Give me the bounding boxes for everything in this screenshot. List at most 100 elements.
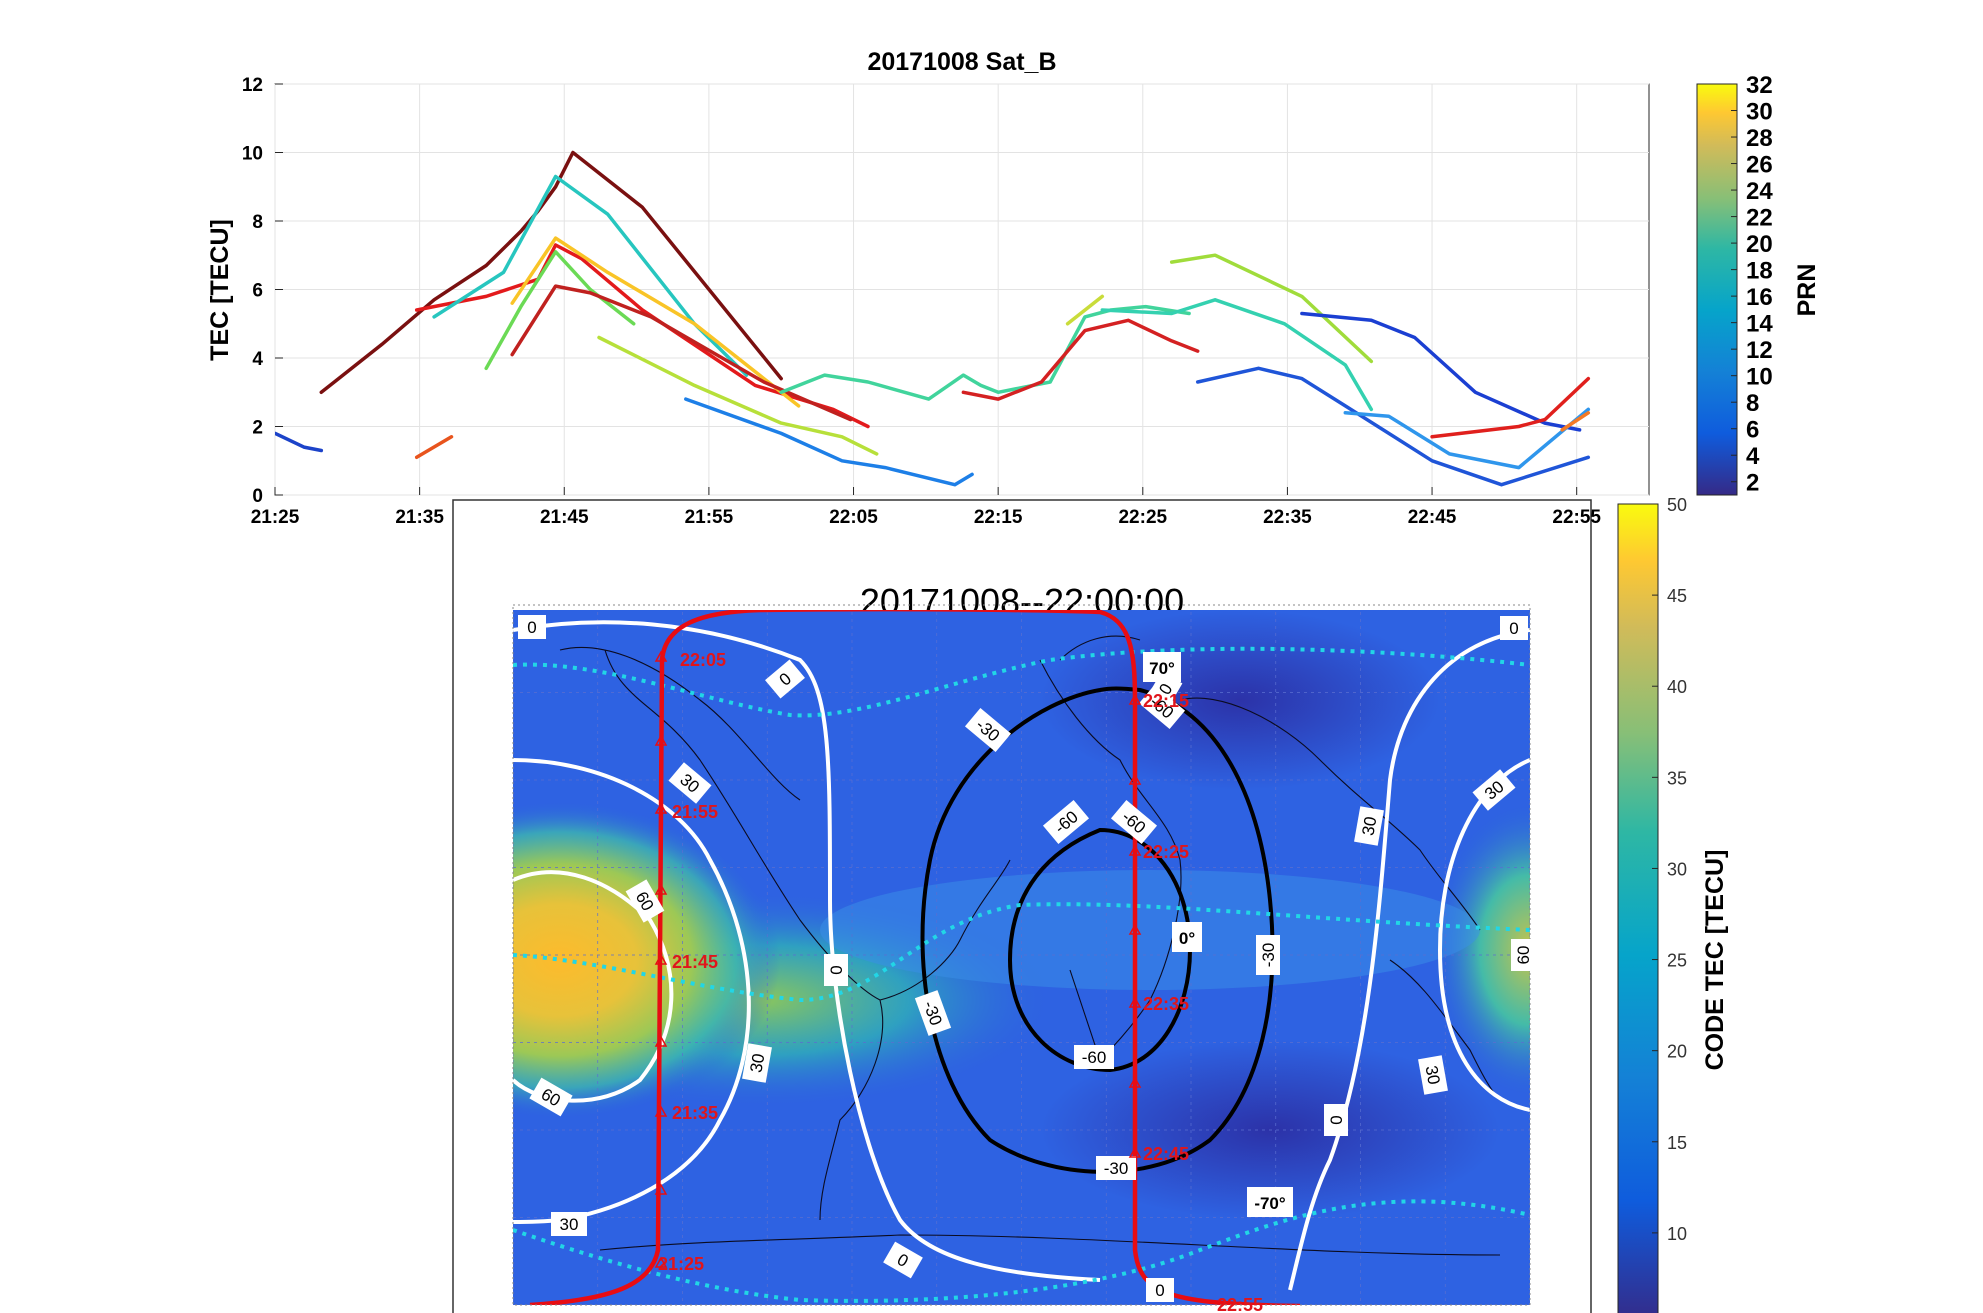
- tec-colorbar-label: CODE TEC [TECU]: [1701, 850, 1729, 1071]
- map-area: [513, 610, 1530, 1305]
- time-mark: 22:45: [1143, 1144, 1189, 1164]
- top-x-ticks: [274, 487, 1578, 495]
- top-x-tick-labels: 21:25 21:35 21:45 21:55 22:05 22:15 22:25 22:35…: [251, 507, 1602, 528]
- contour-label: 0: [827, 965, 846, 974]
- tec-tick-label: 15: [1667, 1133, 1687, 1153]
- time-mark: 22:35: [1143, 994, 1189, 1014]
- series-line-prn-10: [684, 397, 974, 487]
- prn-tick-label: 32: [1746, 72, 1773, 99]
- contour-label: -60: [1082, 1048, 1107, 1067]
- time-mark: 21:55: [672, 802, 718, 822]
- series-line-prn-28: [414, 435, 454, 460]
- time-mark: 22:05: [680, 650, 726, 670]
- prn-tick-label: 2: [1746, 470, 1759, 497]
- x-tick-label: 21:45: [540, 507, 589, 528]
- prn-colorbar-label: PRN: [1793, 264, 1821, 317]
- prn-tick-label: 4: [1746, 443, 1760, 470]
- latitude-labels: 70° 0° -70°: [1143, 652, 1293, 1217]
- prn-tick-label: 16: [1746, 284, 1773, 311]
- contour-label: 30: [746, 1052, 768, 1074]
- contour-label: 0: [1155, 1281, 1164, 1300]
- x-tick-label: 22:05: [829, 507, 878, 528]
- tec-colorbar-ticks: 50 45 40 35 30 25 20 15 10: [1652, 495, 1687, 1244]
- tec-mid-band: [820, 870, 1480, 990]
- tec-tick-label: 50: [1667, 495, 1687, 515]
- lat-label-70: 70°: [1149, 659, 1175, 678]
- y-tick-label: 0: [252, 486, 263, 507]
- series-line-prn-20: [484, 250, 636, 371]
- series-line-prn-31: [510, 284, 853, 422]
- tec-tick-label: 20: [1667, 1042, 1687, 1062]
- contour-label: 0: [1327, 1115, 1346, 1124]
- series-line-prn-12: [1343, 407, 1591, 470]
- y-tick-label: 2: [252, 418, 263, 439]
- tec-tick-label: 40: [1667, 677, 1687, 697]
- tec-tick-label: 10: [1667, 1224, 1687, 1244]
- x-tick-label: 21:55: [685, 507, 734, 528]
- time-mark: 22:55: [1217, 1295, 1263, 1313]
- series-line-prn-22: [597, 335, 879, 456]
- x-tick-label: 22:45: [1408, 507, 1457, 528]
- prn-tick-label: 22: [1746, 205, 1773, 232]
- contour-label: 30: [1358, 815, 1380, 837]
- series-line-prn-8: [1195, 366, 1591, 487]
- lat-label-neg70: -70°: [1254, 1194, 1286, 1213]
- time-mark: 21:25: [658, 1254, 704, 1274]
- magnetic-latitude-lines: [513, 646, 1530, 1303]
- prn-tick-label: 24: [1746, 178, 1773, 205]
- contour-label: 60: [1514, 946, 1533, 965]
- tec-tick-label: 30: [1667, 859, 1687, 879]
- series-line-prn-27: [1560, 411, 1591, 432]
- tec-tick-label: 45: [1667, 586, 1687, 606]
- prn-tick-label: 18: [1746, 258, 1773, 285]
- tec-tick-label: 25: [1667, 951, 1687, 971]
- contour-label: 30: [1422, 1064, 1444, 1086]
- prn-tick-label: 12: [1746, 337, 1773, 364]
- tec-enhancement-east: [1430, 800, 1530, 1100]
- time-mark: 21:35: [672, 1103, 718, 1123]
- prn-tick-label: 14: [1746, 311, 1773, 338]
- tec-colorbar: [1617, 503, 1659, 1313]
- tec-darkzone-north: [1040, 610, 1440, 790]
- x-tick-label: 21:35: [395, 507, 444, 528]
- y-tick-label: 6: [252, 281, 263, 302]
- tec-tick-label: 35: [1667, 768, 1687, 788]
- x-tick-label: 22:25: [1118, 507, 1167, 528]
- series-line-prn-29: [961, 318, 1200, 401]
- prn-tick-label: 28: [1746, 125, 1773, 152]
- contour-label: -30: [1259, 943, 1278, 968]
- prn-tick-label: 10: [1746, 364, 1773, 391]
- contour-label: 0: [1509, 619, 1518, 638]
- contour-labels: 0 0 0 0 0 0 0 30 30 30 30 30 60 60 60 -3…: [518, 615, 1535, 1302]
- tec-enhancement-west: [513, 800, 780, 1120]
- x-tick-label: 22:55: [1552, 507, 1601, 528]
- contour-label: 30: [560, 1215, 579, 1234]
- time-mark: 22:25: [1143, 842, 1189, 862]
- black-contours: [920, 686, 1275, 1174]
- prn-tick-label: 6: [1746, 417, 1759, 444]
- satellite-time-markers: 22:05 21:55 21:45 21:35 21:25 22:15 22:2…: [654, 650, 1263, 1313]
- series-line-prn-20: [1169, 253, 1374, 364]
- prn-tick-label: 26: [1746, 152, 1773, 179]
- prn-tick-label: 8: [1746, 390, 1759, 417]
- contour-label: 0: [527, 618, 536, 637]
- top-y-axis-label: TEC [TECU]: [206, 219, 234, 361]
- time-mark: 21:45: [672, 952, 718, 972]
- prn-tick-label: 30: [1746, 99, 1773, 126]
- series-line-prn-16: [1100, 298, 1374, 412]
- time-mark: 22:15: [1143, 691, 1189, 711]
- x-tick-label: 22:35: [1263, 507, 1312, 528]
- y-tick-label: 10: [242, 144, 263, 165]
- tec-map-panel: 20171008--22:00:00: [452, 495, 1729, 1313]
- series-line-prn-21: [1065, 294, 1105, 326]
- prn-colorbar: [1696, 83, 1738, 496]
- top-series: [275, 150, 1591, 487]
- lat-label-0: 0°: [1179, 929, 1195, 948]
- y-tick-label: 8: [252, 212, 263, 233]
- series-line-prn-6: [275, 431, 324, 453]
- top-y-ticks: 0 2 4 6 8 10 12: [242, 75, 283, 507]
- top-chart-title: 20171008 Sat_B: [867, 48, 1056, 76]
- series-line-prn-4: [1300, 311, 1582, 432]
